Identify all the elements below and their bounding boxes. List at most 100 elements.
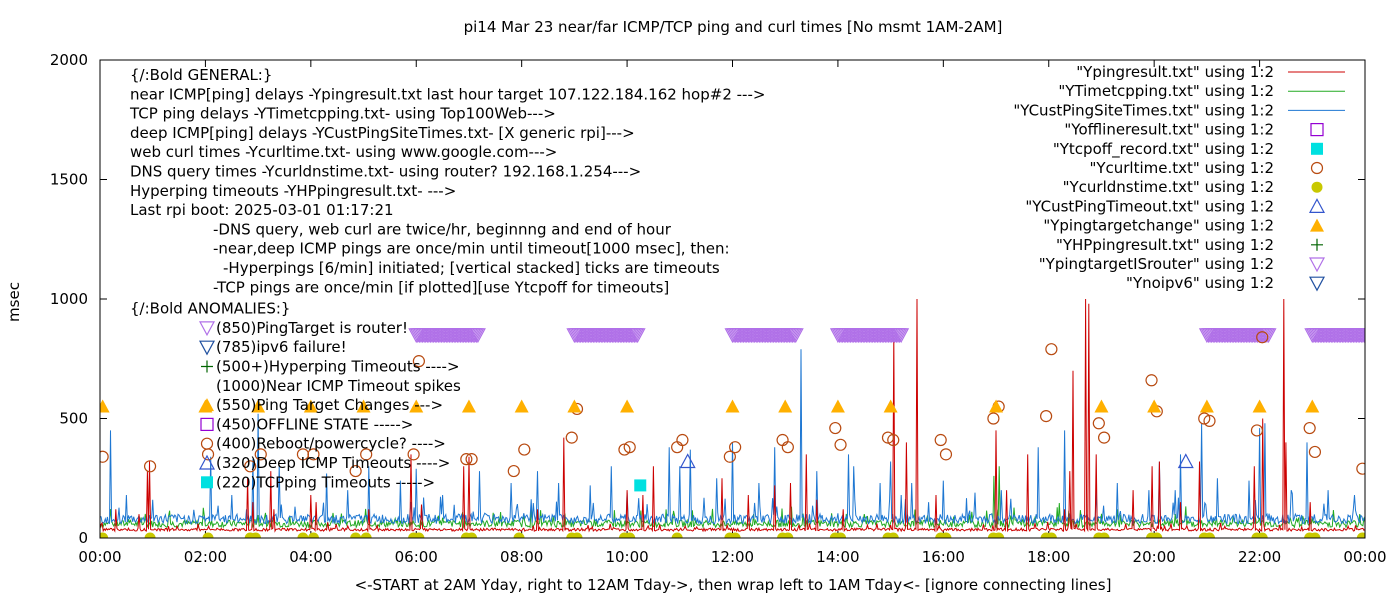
data-point — [198, 340, 216, 356]
x-tick-label: 12:00 — [711, 548, 754, 566]
data-point — [200, 398, 214, 412]
x-tick-label: 06:00 — [395, 548, 438, 566]
data-point — [620, 399, 635, 413]
annotation-line: (220)TCPping Timeouts -----> — [216, 473, 435, 491]
data-point — [1097, 431, 1111, 444]
data-point — [297, 532, 309, 538]
data-point — [676, 433, 689, 447]
data-point — [1260, 328, 1277, 344]
data-point — [461, 399, 476, 413]
data-point — [725, 399, 740, 413]
data-point — [1204, 532, 1216, 538]
data-point — [883, 399, 898, 413]
data-point — [249, 532, 261, 538]
data-point — [989, 399, 1004, 413]
x-tick-label: 02:00 — [184, 548, 227, 566]
data-point — [723, 450, 736, 463]
plot-area — [100, 298, 1365, 538]
data-point — [1311, 181, 1323, 193]
data-point — [356, 399, 371, 413]
data-point — [1250, 424, 1264, 437]
data-point — [1364, 328, 1365, 330]
data-point — [940, 532, 952, 538]
data-point — [518, 443, 531, 456]
data-point — [623, 441, 636, 454]
data-point — [887, 433, 900, 447]
data-point — [201, 476, 213, 489]
legend-label: "YTimetcpping.txt" using 1:2 — [1058, 82, 1274, 100]
data-point — [835, 532, 847, 538]
data-point — [729, 532, 741, 538]
data-point — [254, 448, 267, 461]
data-point — [1310, 218, 1324, 232]
data-point — [1045, 532, 1057, 538]
x-tick-label: 04:00 — [289, 548, 332, 566]
series-line — [100, 298, 1365, 533]
x-tick-label: 18:00 — [1027, 548, 1070, 566]
data-point — [776, 433, 789, 447]
data-point — [1308, 198, 1326, 213]
data-point — [200, 417, 214, 431]
data-point — [307, 448, 320, 461]
data-point — [143, 460, 157, 473]
data-point — [412, 355, 425, 368]
data-point — [1356, 462, 1365, 475]
annotation-line: (550)Ping Target Changes ---> — [216, 396, 443, 414]
axis-ticks: 00:00 02:00 04:00 06:00 08:00 10:00 12:00 14:00… — [50, 51, 1387, 566]
data-point — [198, 454, 216, 470]
data-point — [729, 441, 742, 454]
data-point — [100, 450, 109, 463]
data-point — [198, 321, 216, 337]
annotation-line: (1000)Near ICMP Timeout spikes — [216, 377, 461, 395]
data-point — [679, 453, 696, 469]
annotation-line: Last rpi boot: 2025-03-01 01:17:21 — [130, 201, 394, 219]
annotation-line: (850)PingTarget is router! — [216, 319, 408, 337]
data-point — [360, 532, 372, 538]
legend-label: "YCustPingTimeout.txt" using 1:2 — [1025, 197, 1274, 215]
annotation-line: (450)OFFLINE STATE -----> — [216, 415, 413, 433]
annotation-line: (500+)Hyperping Timeouts ----> — [216, 358, 460, 376]
data-point — [413, 532, 425, 538]
x-tick-label: 00:00 — [1343, 548, 1386, 566]
y-axis-label: msec — [5, 282, 23, 322]
data-point — [513, 532, 525, 538]
legend-label: "YpingtargetISrouter" using 1:2 — [1039, 255, 1274, 273]
data-point — [565, 431, 578, 444]
y-tick-label: 0 — [78, 529, 88, 547]
data-point — [934, 433, 947, 447]
y-tick-label: 1500 — [50, 171, 88, 189]
data-point — [830, 399, 845, 413]
data-point — [307, 532, 319, 538]
x-tick-label: 20:00 — [1133, 548, 1176, 566]
x-tick-label: 14:00 — [816, 548, 859, 566]
legend-label: "Ypingtargetchange" using 1:2 — [1043, 217, 1274, 235]
data-point — [993, 532, 1005, 538]
data-point — [1359, 328, 1365, 339]
y-tick-label: 2000 — [50, 51, 88, 69]
annotation-line: (400)Reboot/powercycle? ----> — [216, 435, 446, 453]
series-line — [100, 466, 1365, 530]
data-point — [829, 421, 842, 435]
annotation-line: (320)Deep ICMP Timeouts ----> — [216, 454, 450, 472]
data-point — [349, 464, 362, 478]
data-point — [781, 441, 794, 454]
data-point — [202, 532, 214, 538]
data-point — [460, 453, 473, 466]
annotation-line: -TCP pings are once/min [if plotted][use… — [213, 278, 669, 296]
data-point — [1045, 343, 1058, 356]
y-tick-label: 500 — [59, 410, 88, 428]
data-point — [1151, 532, 1163, 538]
data-point — [629, 328, 646, 344]
data-point — [350, 532, 362, 538]
annotation-line: (785)ipv6 failure! — [216, 338, 347, 356]
x-axis-label: <-START at 2AM Yday, right to 12AM Tday-… — [355, 576, 1112, 594]
data-point — [1098, 532, 1110, 538]
legend-label: "Ytcpoff_record.txt" using 1:2 — [1053, 140, 1274, 159]
legend-label: "Yofflineresult.txt" using 1:2 — [1064, 121, 1274, 139]
data-point — [881, 431, 895, 444]
data-point — [1310, 161, 1324, 175]
data-point — [1256, 331, 1269, 344]
data-point — [469, 328, 486, 344]
data-point — [618, 443, 631, 456]
